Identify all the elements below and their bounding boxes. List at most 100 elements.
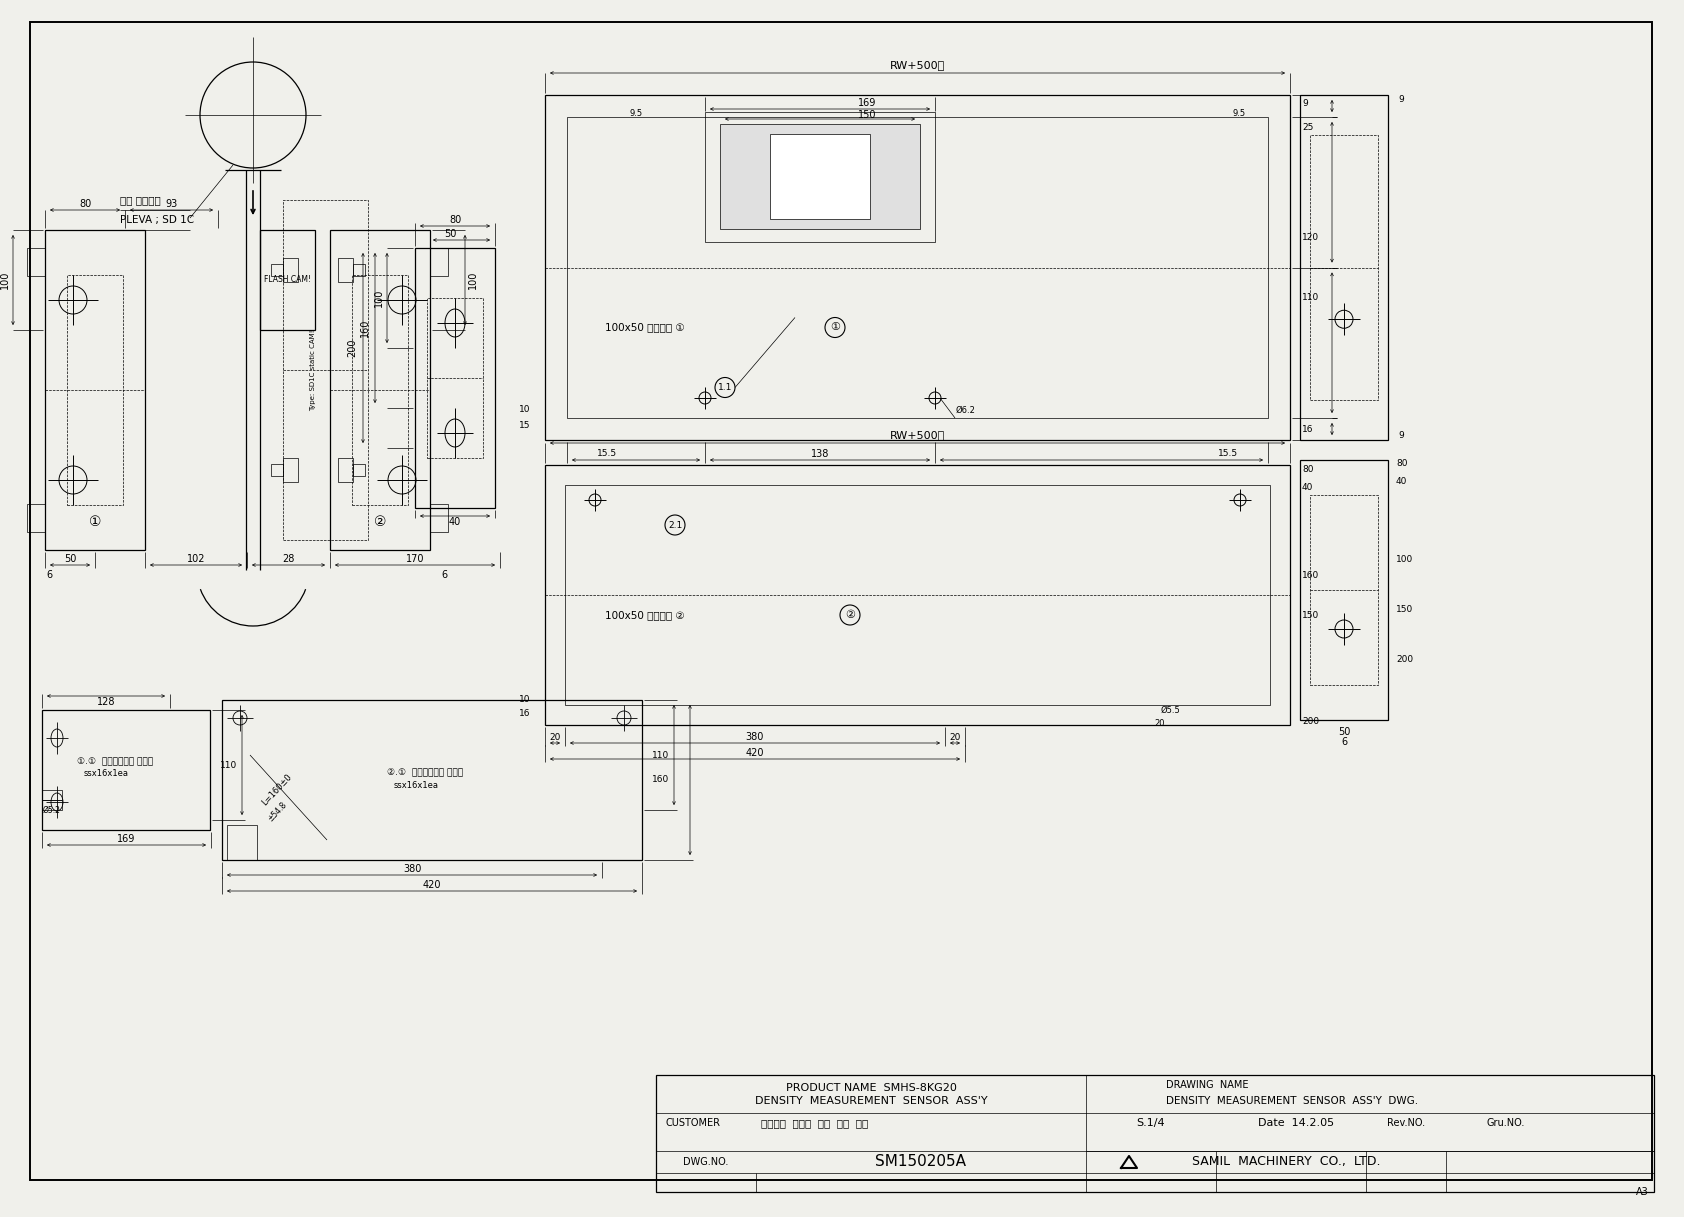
Text: DENSITY  MEASUREMENT  SENSOR  ASS'Y: DENSITY MEASUREMENT SENSOR ASS'Y: [754, 1097, 987, 1106]
Text: 420: 420: [746, 748, 765, 758]
Text: 50: 50: [445, 229, 456, 239]
Text: Rev.NO.: Rev.NO.: [1388, 1118, 1425, 1128]
Bar: [338, 258, 354, 282]
Text: 420: 420: [423, 880, 441, 890]
Text: 80: 80: [1302, 465, 1314, 473]
Text: RW+500㎜: RW+500㎜: [889, 60, 945, 71]
Bar: [222, 700, 642, 860]
Text: L=160±0: L=160±0: [261, 773, 293, 808]
Text: 160: 160: [652, 775, 669, 785]
Text: 2.1: 2.1: [669, 521, 682, 529]
Bar: [227, 825, 258, 860]
Text: 10: 10: [519, 405, 530, 415]
Bar: [42, 790, 62, 800]
Text: 80: 80: [1396, 460, 1408, 469]
Bar: [706, 112, 935, 242]
Text: 200: 200: [1302, 717, 1319, 725]
Text: 40: 40: [450, 517, 461, 527]
Text: SM150205A: SM150205A: [876, 1155, 967, 1170]
Text: ±54.8: ±54.8: [266, 801, 288, 824]
Text: 1.1: 1.1: [717, 383, 733, 392]
Text: 50: 50: [1337, 727, 1351, 738]
Bar: [428, 298, 483, 458]
Bar: [546, 95, 1290, 441]
Text: 중소기업  융복합  기술  개발  사업: 중소기업 융복합 기술 개발 사업: [761, 1118, 869, 1128]
Text: DWG.NO.: DWG.NO.: [684, 1157, 729, 1167]
Text: 밀도 측정장치: 밀도 측정장치: [120, 195, 160, 204]
Text: 6: 6: [45, 570, 52, 581]
Bar: [67, 275, 123, 505]
Bar: [354, 264, 365, 276]
Bar: [354, 464, 365, 476]
Text: 80: 80: [450, 215, 461, 225]
Bar: [657, 1075, 1654, 1191]
Bar: [42, 710, 210, 830]
Text: 110: 110: [221, 761, 237, 769]
Text: 9: 9: [1302, 99, 1308, 107]
Text: 50: 50: [64, 554, 76, 563]
Bar: [1300, 95, 1388, 441]
Bar: [27, 504, 45, 532]
Text: 10: 10: [519, 695, 530, 703]
Text: PRODUCT NAME  SMHS-8KG20: PRODUCT NAME SMHS-8KG20: [785, 1083, 957, 1093]
Bar: [721, 124, 919, 229]
Text: Date  14.2.05: Date 14.2.05: [1258, 1118, 1334, 1128]
Text: 93: 93: [165, 200, 177, 209]
Bar: [330, 230, 429, 550]
Text: PLEVA ; SD 1C: PLEVA ; SD 1C: [120, 215, 194, 225]
Text: 20: 20: [1155, 718, 1165, 728]
Text: ssx16x1ea: ssx16x1ea: [394, 780, 440, 790]
Text: 9.5: 9.5: [630, 108, 643, 118]
Text: Gru.NO.: Gru.NO.: [1487, 1118, 1526, 1128]
Bar: [45, 230, 145, 550]
Bar: [414, 248, 495, 507]
Text: 120: 120: [1302, 232, 1319, 242]
Text: 100: 100: [1396, 555, 1413, 565]
Bar: [429, 504, 448, 532]
Text: ①.①  밀도측정장치 브라켓: ①.① 밀도측정장치 브라켓: [77, 757, 153, 767]
Text: 160: 160: [360, 319, 370, 337]
Text: 100: 100: [468, 271, 478, 290]
Text: ②: ②: [374, 515, 386, 529]
Text: ②.①  밀도측정장치 브라켓: ②.① 밀도측정장치 브라켓: [387, 768, 463, 776]
Text: 20: 20: [549, 733, 561, 741]
Text: 80: 80: [79, 200, 91, 209]
Bar: [283, 458, 298, 482]
Text: 9: 9: [1398, 95, 1404, 103]
Text: 380: 380: [402, 864, 421, 874]
Text: SAMIL  MACHINERY  CO.,  LTD.: SAMIL MACHINERY CO., LTD.: [1192, 1155, 1381, 1168]
Text: S.1/4: S.1/4: [1137, 1118, 1165, 1128]
Bar: [352, 275, 408, 505]
Text: 100: 100: [0, 271, 10, 290]
Bar: [271, 464, 283, 476]
Text: 40: 40: [1302, 482, 1314, 492]
Text: RW+500㎜: RW+500㎜: [889, 430, 945, 441]
Bar: [1310, 135, 1378, 400]
Bar: [546, 465, 1290, 725]
Bar: [27, 248, 45, 276]
Text: 9.5: 9.5: [1233, 108, 1246, 118]
Text: Type: SD1C static CAM!: Type: SD1C static CAM!: [310, 330, 317, 411]
Text: 170: 170: [406, 554, 424, 563]
Text: 16: 16: [519, 708, 530, 718]
Text: 15.5: 15.5: [596, 449, 616, 459]
Text: Ø5.2: Ø5.2: [44, 806, 61, 814]
Text: 200: 200: [1396, 656, 1413, 664]
Text: 169: 169: [859, 99, 877, 108]
Text: ①: ①: [89, 515, 101, 529]
Text: 16: 16: [1302, 426, 1314, 434]
Text: DRAWING  NAME: DRAWING NAME: [1165, 1079, 1248, 1090]
Bar: [271, 264, 283, 276]
Bar: [770, 134, 871, 219]
Text: 100x50 각파이프 ②: 100x50 각파이프 ②: [605, 610, 685, 619]
Bar: [1310, 495, 1378, 685]
Text: CUSTOMER: CUSTOMER: [665, 1118, 721, 1128]
Text: 102: 102: [187, 554, 205, 563]
Text: Ø6.2: Ø6.2: [955, 405, 975, 415]
Text: 100: 100: [374, 288, 384, 307]
Bar: [42, 800, 62, 811]
Text: Ø5.5: Ø5.5: [1160, 706, 1180, 714]
Text: 28: 28: [283, 554, 295, 563]
Bar: [259, 230, 315, 330]
Text: 380: 380: [746, 731, 765, 742]
